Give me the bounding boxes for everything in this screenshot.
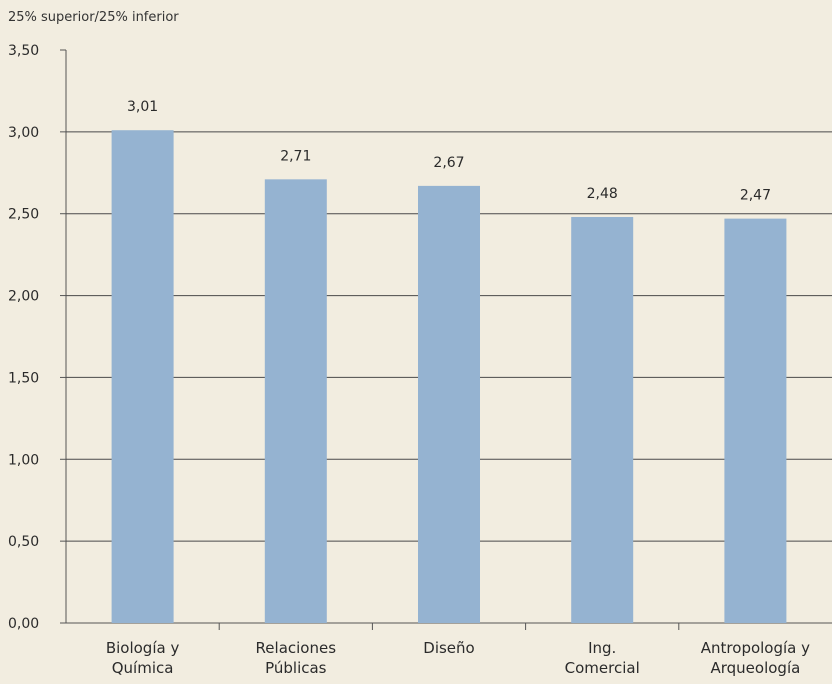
bar-value-label: 2,67 <box>433 155 464 171</box>
x-tick-label: Diseño <box>423 639 474 657</box>
bar-value-label: 2,71 <box>280 148 311 164</box>
y-tick-label: 1,50 <box>8 370 39 386</box>
bar <box>571 216 634 623</box>
y-tick-label: 2,00 <box>8 289 39 305</box>
x-tick-label: Comercial <box>565 659 640 677</box>
y-tick-label: 3,50 <box>8 43 39 59</box>
y-tick-label: 0,00 <box>8 616 39 632</box>
bar-value-label: 2,47 <box>740 188 771 204</box>
bar <box>724 218 787 623</box>
bar-value-label: 3,01 <box>127 99 158 115</box>
y-tick-label: 0,50 <box>8 534 39 550</box>
y-tick-label: 2,50 <box>8 207 39 223</box>
y-tick-label: 3,00 <box>8 125 39 141</box>
y-tick-label: 1,00 <box>8 452 39 468</box>
bar <box>264 179 327 623</box>
x-tick-label: Química <box>112 659 174 677</box>
x-tick-label: Arqueología <box>710 659 800 677</box>
x-tick-label: Relaciones <box>256 639 337 657</box>
x-tick-label: Antropología y <box>701 639 810 657</box>
bar <box>418 185 480 623</box>
x-tick-label: Biología y <box>106 639 180 657</box>
x-tick-label: Públicas <box>265 659 327 677</box>
bar-value-label: 2,48 <box>587 186 618 202</box>
bar <box>111 130 174 623</box>
x-tick-label: Ing. <box>588 639 616 657</box>
y-axis-title: 25% superior/25% inferior <box>8 10 179 25</box>
